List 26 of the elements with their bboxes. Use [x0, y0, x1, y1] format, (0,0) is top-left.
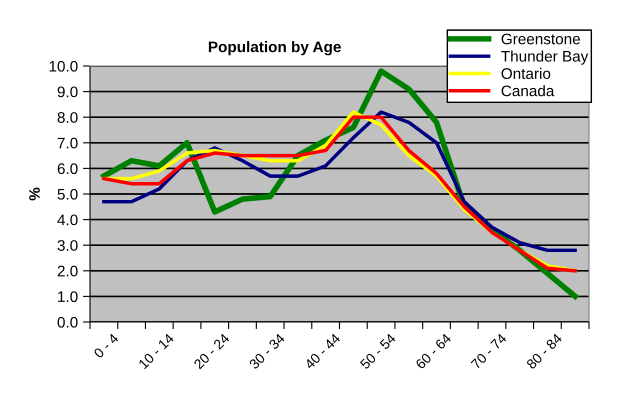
y-tick-label: 1.0: [58, 291, 78, 302]
legend-label: Ontario: [502, 68, 550, 79]
y-tick-label: 10.0: [50, 60, 78, 72]
legend-label: Greenstone: [502, 34, 580, 44]
legend-label: Canada: [502, 85, 554, 96]
x-tick-label: 80 - 84: [526, 332, 563, 370]
x-tick-label: 70 - 74: [470, 332, 508, 370]
y-tick-label: 5.0: [58, 188, 78, 200]
y-tick-label: 7.0: [58, 138, 78, 148]
y-tick-label: 3.0: [58, 240, 78, 251]
x-tick-label: 0 - 4: [93, 332, 120, 359]
x-tick-label: 20 - 24: [193, 332, 230, 370]
x-tick-label: 30 - 34: [248, 332, 286, 370]
x-tick-label: 50 - 54: [359, 332, 396, 370]
x-tick-label: 40 - 44: [304, 332, 341, 370]
y-tick-label: 4.0: [57, 214, 78, 226]
y-tick-label: 9.0: [58, 86, 78, 98]
y-tick-label: 8.0: [58, 112, 78, 123]
y-tick-label: 2.0: [58, 266, 78, 276]
y-tick-label: 0.0: [58, 316, 78, 328]
y-axis-title: %: [29, 188, 40, 200]
x-tick-label: 10 - 14: [138, 332, 175, 370]
legend-label: Thunder Bay: [501, 50, 588, 65]
x-tick-label: 60 - 64: [415, 332, 452, 370]
y-tick-label: 6.0: [58, 163, 78, 174]
chart-title: Population by Age: [208, 41, 341, 56]
